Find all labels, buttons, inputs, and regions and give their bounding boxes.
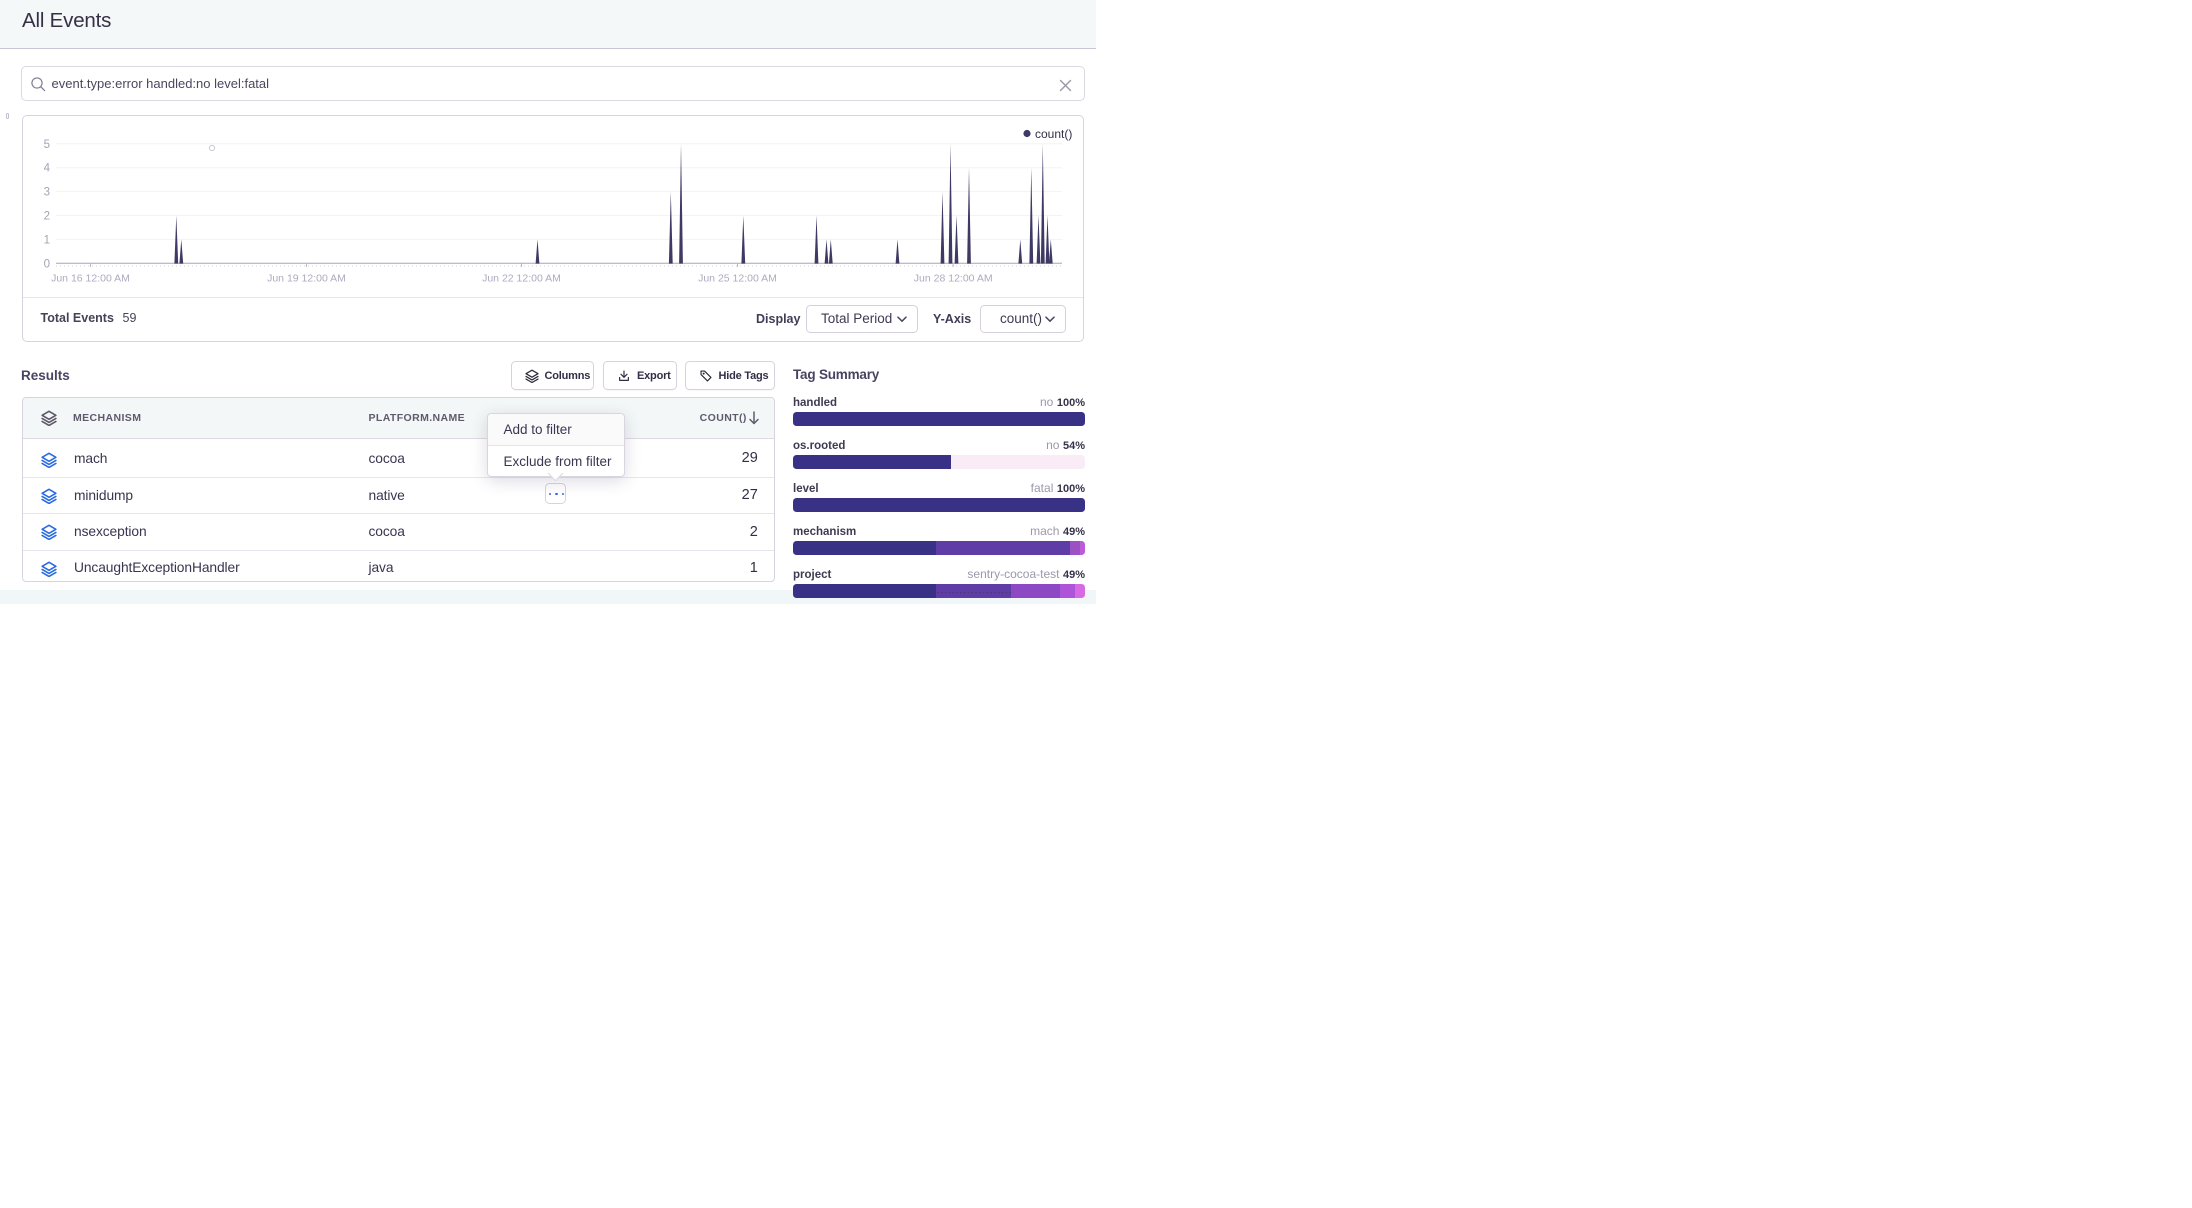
svg-text:0: 0: [44, 258, 50, 270]
svg-text:3: 3: [44, 187, 50, 199]
svg-text:Jun 25 12:00 AM: Jun 25 12:00 AM: [698, 273, 777, 285]
svg-text:count(): count(): [1035, 127, 1072, 141]
svg-text:4: 4: [44, 163, 51, 175]
svg-text:Jun 22 12:00 AM: Jun 22 12:00 AM: [482, 273, 561, 285]
svg-text:2: 2: [44, 211, 50, 223]
svg-text:Jun 19 12:00 AM: Jun 19 12:00 AM: [267, 273, 346, 285]
svg-text:1: 1: [44, 234, 50, 246]
svg-text:Jun 28 12:00 AM: Jun 28 12:00 AM: [914, 273, 993, 285]
svg-text:5: 5: [44, 139, 50, 151]
svg-text:Jun 16 12:00 AM: Jun 16 12:00 AM: [51, 273, 130, 285]
